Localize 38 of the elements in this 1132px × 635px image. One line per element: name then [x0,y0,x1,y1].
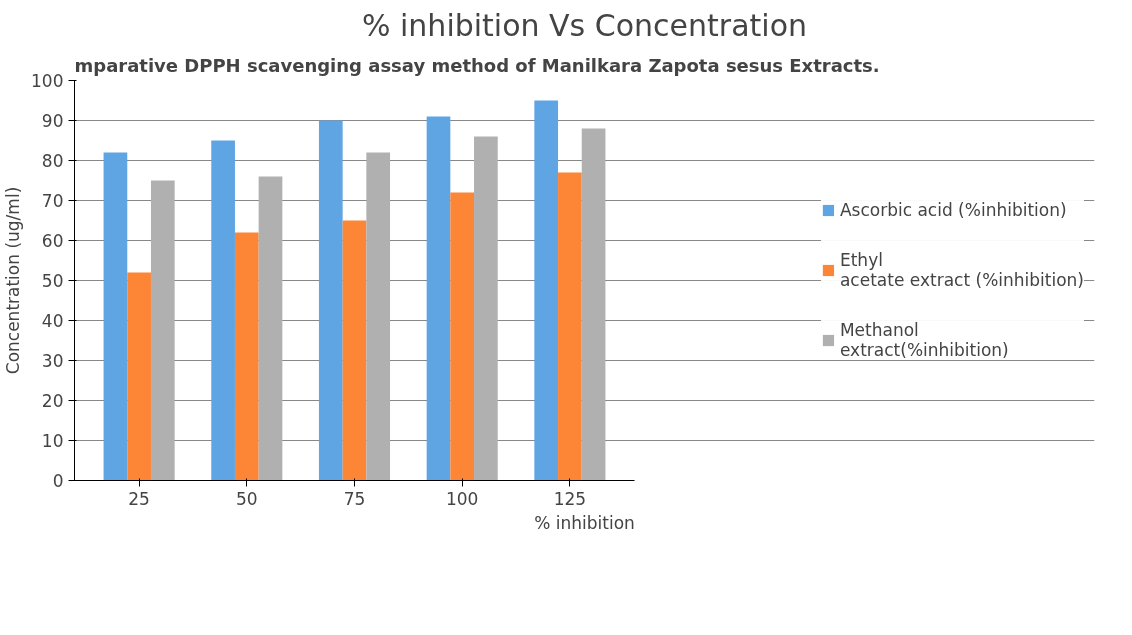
legend-label: Ascorbic acid (%inhibition) [839,200,1067,220]
bar [103,152,128,481]
bar [318,120,343,481]
legend-label: Methanol extract(%inhibition) [839,320,1009,360]
x-tick-label: 75 [343,488,366,509]
x-tick-label: 100 [445,488,479,509]
y-tick-label: 30 [41,351,64,371]
y-tick-label: 80 [41,151,64,171]
x-axis-title: % inhibition [534,512,635,533]
text: mparative DPPH scavenging assay method of Manilkara Zapota sesus Extracts. [74,54,880,76]
y-tick-label: 20 [41,391,64,411]
x-tick-label: 25 [128,488,150,509]
bar [258,176,283,481]
y-tick-label: 70 [41,191,64,211]
y-tick-label: 90 [41,111,64,131]
y-axis-title: Concentration (ug/ml) [3,186,24,375]
bar [150,180,175,481]
bar [127,272,151,481]
y-tick-label: 50 [41,271,64,291]
bar [366,152,391,481]
chart-title: % inhibition Vs Concentration [361,7,808,43]
bar [581,128,606,481]
x-tick-label: 50 [235,488,258,509]
bar [474,136,498,481]
legend-label: Ethyl acetate extract (%inhibition) [839,250,1084,290]
bar [234,232,259,481]
bar [342,220,367,481]
x-tick-label: 125 [553,488,587,509]
y-tick-label: 0 [52,471,64,491]
bar [211,140,235,481]
y-tick-label: 100 [31,71,64,91]
bar [558,172,582,481]
y-tick-label: 60 [41,231,64,251]
bar [450,192,475,481]
y-tick-label: 40 [41,311,64,331]
bar [534,100,559,481]
bar [426,116,451,481]
y-tick-label: 10 [41,431,64,451]
